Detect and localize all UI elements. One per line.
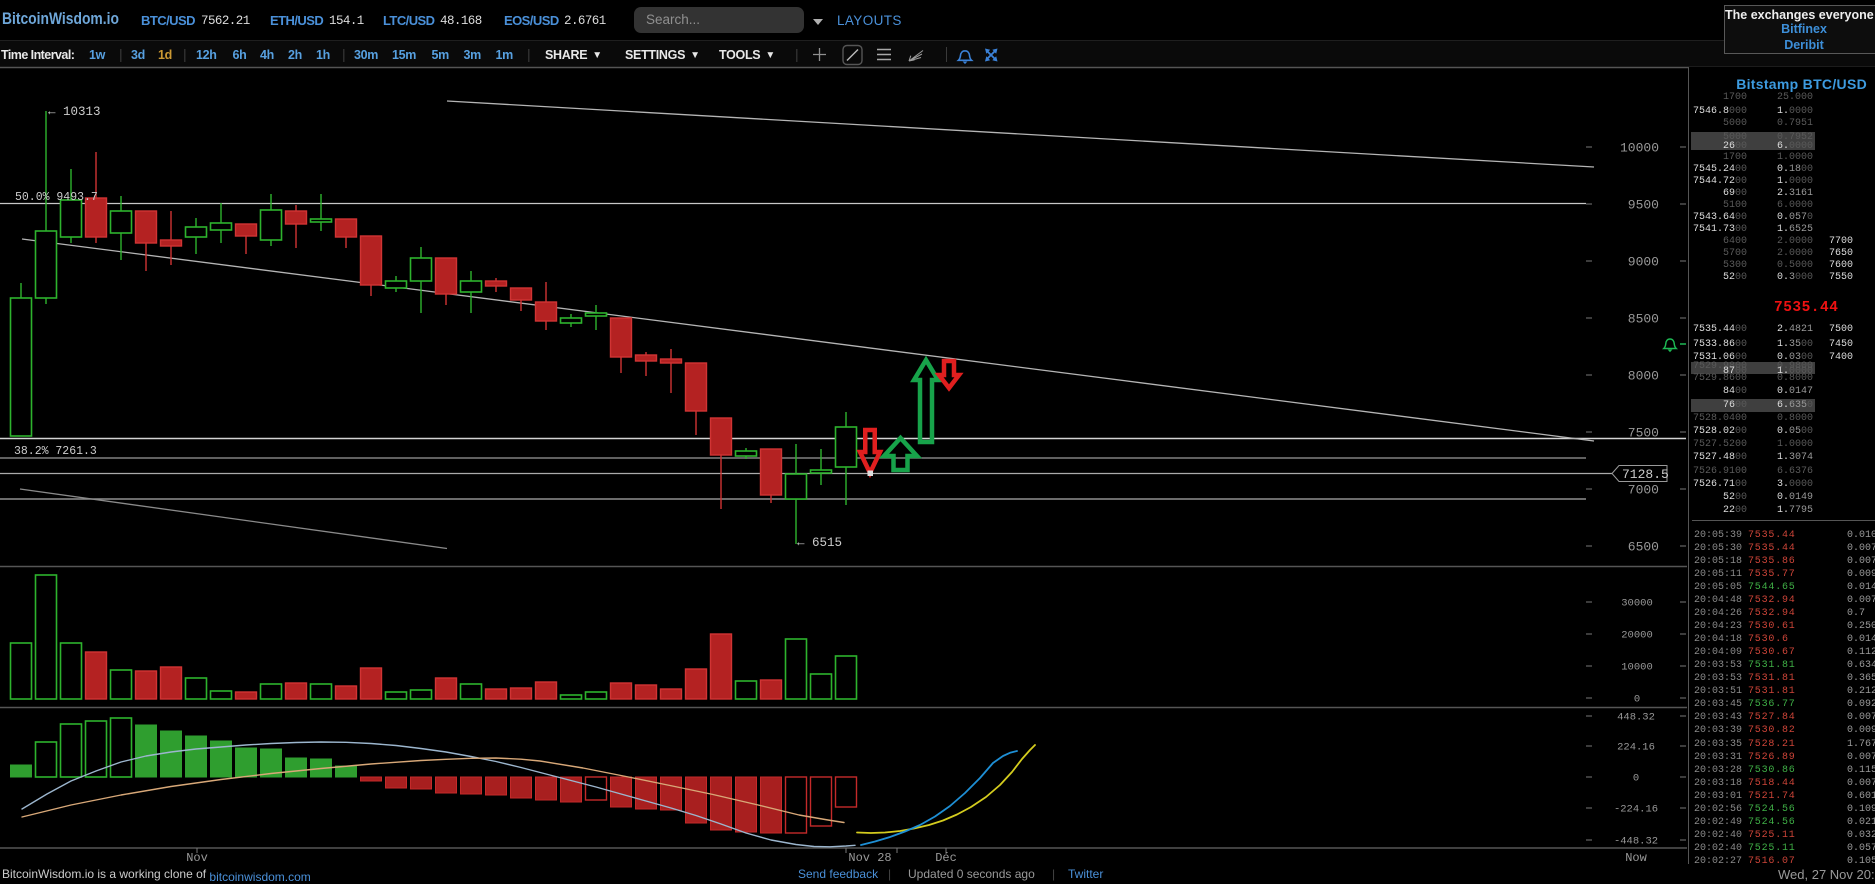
svg-text:0: 0: [1634, 694, 1640, 706]
svg-text:-448.32: -448.32: [1614, 836, 1658, 848]
svg-text:7000: 7000: [1628, 483, 1659, 498]
svg-text:Nov 28: Nov 28: [848, 851, 891, 865]
svg-text:9500: 9500: [1628, 198, 1659, 213]
svg-text:7128.5: 7128.5: [1622, 467, 1669, 482]
svg-text:Déc: Déc: [935, 851, 957, 865]
svg-text:← 6515: ← 6515: [797, 536, 842, 550]
svg-text:448.32: 448.32: [1617, 712, 1655, 724]
svg-text:20000: 20000: [1621, 630, 1653, 642]
svg-text:Nov: Nov: [186, 851, 208, 865]
svg-text:10000: 10000: [1621, 662, 1653, 674]
svg-text:-224.16: -224.16: [1614, 804, 1658, 816]
svg-text:8500: 8500: [1628, 312, 1659, 327]
svg-text:6500: 6500: [1628, 540, 1659, 555]
svg-text:0: 0: [1633, 773, 1639, 785]
svg-text:8000: 8000: [1628, 369, 1659, 384]
svg-text:224.16: 224.16: [1617, 742, 1655, 754]
svg-text:← 10313: ← 10313: [48, 105, 101, 119]
svg-text:Now: Now: [1625, 851, 1647, 865]
svg-text:10000: 10000: [1620, 141, 1659, 156]
svg-text:9000: 9000: [1628, 255, 1659, 270]
svg-text:7500: 7500: [1628, 426, 1659, 441]
svg-text:50.0% 9493.7: 50.0% 9493.7: [15, 191, 98, 204]
svg-text:30000: 30000: [1621, 598, 1653, 610]
svg-text:38.2% 7261.3: 38.2% 7261.3: [14, 445, 97, 458]
